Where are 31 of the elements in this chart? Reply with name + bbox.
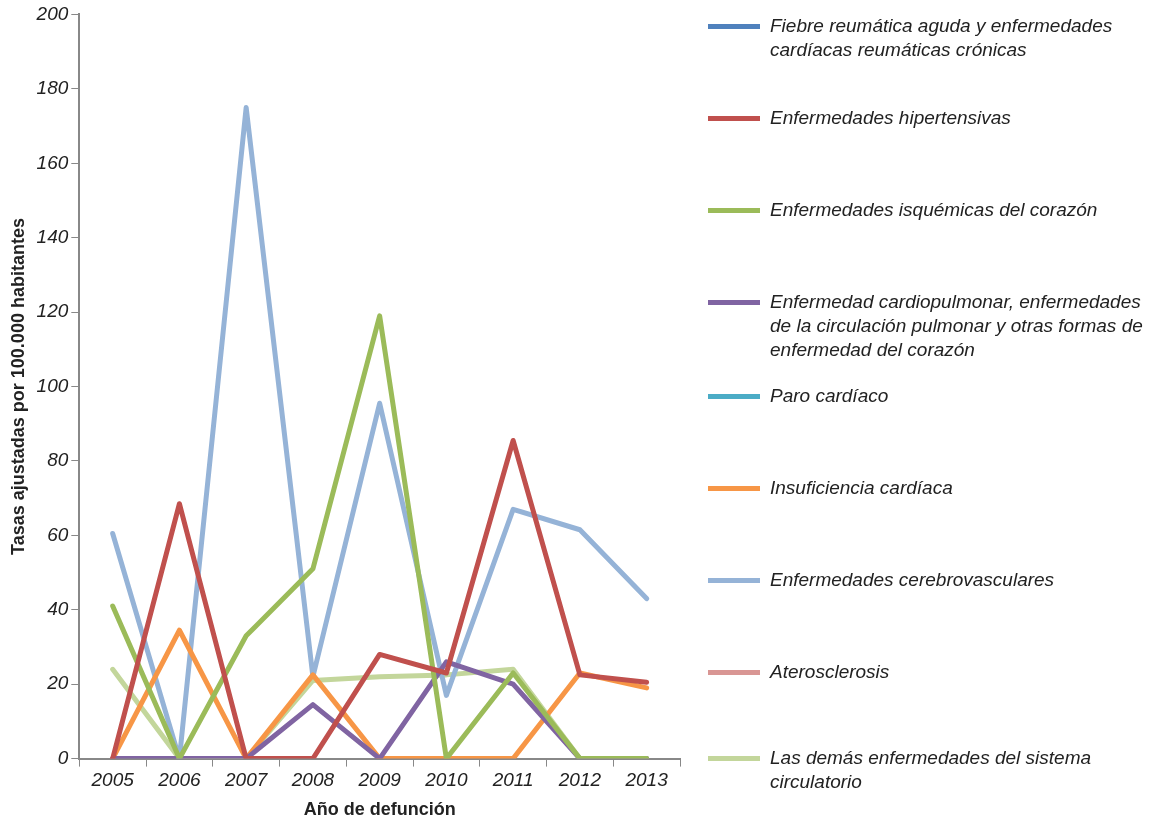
y-tick-label: 180 [36,77,69,99]
legend-label: Enfermedades cerebrovasculares [770,568,1055,592]
legend-label: Aterosclerosis [770,660,890,684]
y-tick-label: 0 [57,746,69,768]
legend-label: Fiebre reumática aguda y enfermedades cardíacas reumáticas crónicas [770,14,1114,62]
y-tick-label: 120 [36,300,69,322]
x-tick-label: 2005 [90,769,135,791]
y-tick-label: 20 [46,672,69,694]
legend-label: Paro cardíaco [770,384,889,408]
y-tick-label: 40 [47,598,69,620]
x-tick-label: 2011 [491,769,534,791]
legend-label: Enfermedad cardiopulmonar, enfermedades de la circulación pulmonar y otras formas de enfermedad del corazón [770,290,1144,362]
y-axis-title: Tasas ajustadas por 100.000 habitantes [7,218,28,555]
y-tick-label: 100 [36,374,69,396]
x-tick-label: 2013 [624,769,669,791]
x-tick-label: 2007 [224,769,269,791]
y-tick-label: 80 [47,449,69,471]
legend-label: Las demás enfermedades del sistema circulatorio [770,746,1093,794]
y-tick-label: 160 [36,151,69,173]
x-tick-label: 2012 [557,769,602,791]
x-tick-label: 2010 [424,769,468,791]
legend-label: Enfermedades hipertensivas [770,106,1011,130]
y-tick-label: 200 [35,2,69,24]
legend-label: Enfermedades isquémicas del corazón [770,198,1098,222]
y-tick-label: 60 [47,523,69,545]
x-tick-label: 2008 [290,769,335,791]
x-tick-label: 2009 [357,769,402,791]
x-axis-title: Año de defunción [303,799,456,820]
legend-label: Insuficiencia cardíaca [770,476,953,500]
x-tick-label: 2006 [157,769,201,791]
y-tick-label: 140 [36,225,69,247]
